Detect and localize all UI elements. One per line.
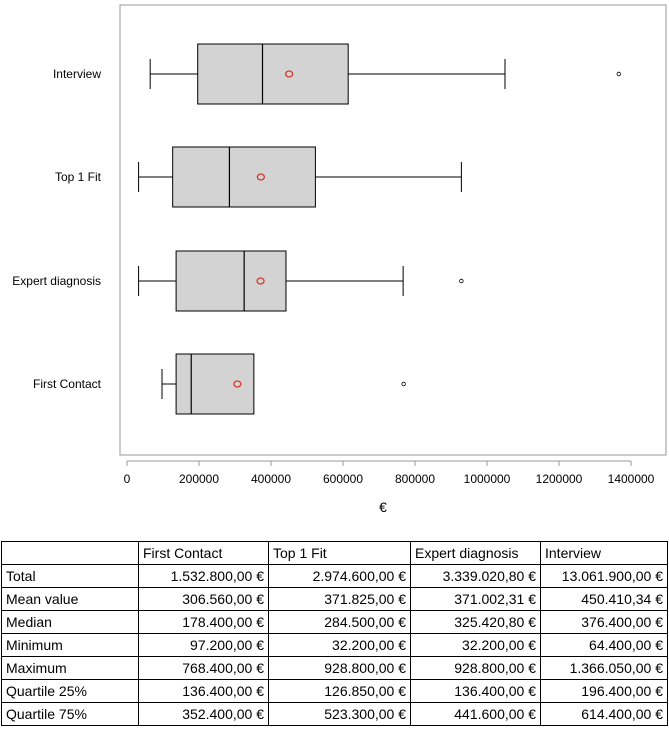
- table-cell: 64.400,00 €: [540, 633, 668, 657]
- table-cell: 196.400,00 €: [540, 679, 668, 703]
- boxplot-chart: Interview Top 1 Fit Expert diagnosis First …: [12, 4, 667, 515]
- box-iqr: [175, 250, 287, 312]
- box-top-1-fit: [138, 146, 462, 208]
- table-cell: 928.800,00 €: [410, 656, 541, 680]
- table-cell: 178.400,00 €: [138, 610, 269, 634]
- outlier-point: [459, 278, 464, 284]
- table-cell: 614.400,00 €: [540, 702, 668, 726]
- table-cell: 371.825,00 €: [268, 587, 411, 611]
- plot-frame: [119, 4, 667, 456]
- x-tick-label: 1400000: [608, 472, 655, 486]
- y-category-label: Expert diagnosis: [12, 274, 101, 288]
- table-row: Mean value 306.560,00 €371.825,00 €371.00…: [1, 587, 668, 611]
- column-header: Top 1 Fit: [268, 541, 411, 565]
- table-cell: 3.339.020,80 €: [410, 564, 541, 588]
- table-header-row: First Contact Top 1 Fit Expert diagnosis In…: [1, 541, 668, 565]
- table-cell: 284.500,00 €: [268, 610, 411, 634]
- table-cell: 371.002,31 €: [410, 587, 541, 611]
- table-cell: 1.366.050,00 €: [540, 656, 668, 680]
- table-row: Median 178.400,00 €284.500,00 €325.420,80…: [1, 610, 668, 634]
- plot-border: [119, 4, 667, 456]
- table-cell: 768.400,00 €: [138, 656, 269, 680]
- mean-marker: [256, 173, 266, 181]
- x-tick-label: 0: [124, 472, 131, 486]
- row-label: Median: [1, 610, 139, 634]
- row-label: Quartile 75%: [1, 702, 139, 726]
- table-cell: 450.410,34 €: [540, 587, 668, 611]
- box-iqr: [197, 43, 349, 105]
- table-cell: 928.800,00 €: [268, 656, 411, 680]
- x-tick-label: 800000: [395, 472, 435, 486]
- table-row: Total 1.532.800,00 €2.974.600,00 €3.339.0…: [1, 564, 668, 588]
- row-label: Total: [1, 564, 139, 588]
- table-cell: 352.400,00 €: [138, 702, 269, 726]
- x-tick-label: 1200000: [536, 472, 583, 486]
- table-cell: 126.850,00 €: [268, 679, 411, 703]
- row-label: Mean value: [1, 587, 139, 611]
- x-axis: 0 200000 400000 600000 800000 1000000 1200000 1…: [124, 460, 655, 486]
- table-cell: 13.061.900,00 €: [540, 564, 668, 588]
- table-row: Minimum 97.200,00 €32.200,00 €32.200,00 €…: [1, 633, 668, 657]
- table-cell: 325.420,80 €: [410, 610, 541, 634]
- outlier-point: [401, 381, 406, 387]
- table-row: Quartile 75% 352.400,00 €523.300,00 €441.…: [1, 702, 668, 726]
- row-label: Quartile 25%: [1, 679, 139, 703]
- y-category-label: Top 1 Fit: [55, 170, 102, 184]
- column-header: [1, 541, 139, 565]
- boxes-layer: [138, 43, 621, 415]
- table-cell: 1.532.800,00 €: [138, 564, 269, 588]
- box-interview: [149, 43, 621, 105]
- x-tick-label: 400000: [251, 472, 291, 486]
- mean-marker: [256, 277, 265, 285]
- x-tick-label: 200000: [179, 472, 219, 486]
- x-tick-label: 600000: [323, 472, 363, 486]
- table-row: Quartile 25% 136.400,00 €126.850,00 €136.…: [1, 679, 668, 703]
- box-iqr: [175, 353, 255, 415]
- table-cell: 306.560,00 €: [138, 587, 269, 611]
- statistics-table-wrapper: First Contact Top 1 Fit Expert diagnosis In…: [1, 541, 668, 726]
- table-cell: 32.200,00 €: [268, 633, 411, 657]
- table-cell: 136.400,00 €: [138, 679, 269, 703]
- y-category-label: Interview: [53, 67, 101, 81]
- x-tick-label: 1000000: [464, 472, 511, 486]
- table-cell: 136.400,00 €: [410, 679, 541, 703]
- mean-marker: [233, 380, 242, 388]
- row-label: Maximum: [1, 656, 139, 680]
- table-cell: 32.200,00 €: [410, 633, 541, 657]
- table-cell: 441.600,00 €: [410, 702, 541, 726]
- table-row: Maximum 768.400,00 €928.800,00 €928.800,0…: [1, 656, 668, 680]
- y-axis-labels: Interview Top 1 Fit Expert diagnosis First …: [12, 67, 101, 391]
- box-iqr: [172, 146, 316, 208]
- table-cell: 523.300,00 €: [268, 702, 411, 726]
- table-cell: 97.200,00 €: [138, 633, 269, 657]
- table-cell: 2.974.600,00 €: [268, 564, 411, 588]
- table-cell: 376.400,00 €: [540, 610, 668, 634]
- x-axis-title: €: [379, 499, 387, 515]
- column-header: Expert diagnosis: [410, 541, 541, 565]
- statistics-table: First Contact Top 1 Fit Expert diagnosis In…: [1, 541, 668, 726]
- row-label: Minimum: [1, 633, 139, 657]
- outlier-point: [616, 71, 621, 77]
- y-category-label: First Contact: [33, 377, 102, 391]
- box-first-contact: [161, 353, 406, 415]
- column-header: Interview: [540, 541, 668, 565]
- box-expert-diagnosis: [138, 250, 464, 312]
- column-header: First Contact: [138, 541, 269, 565]
- mean-marker: [284, 70, 294, 78]
